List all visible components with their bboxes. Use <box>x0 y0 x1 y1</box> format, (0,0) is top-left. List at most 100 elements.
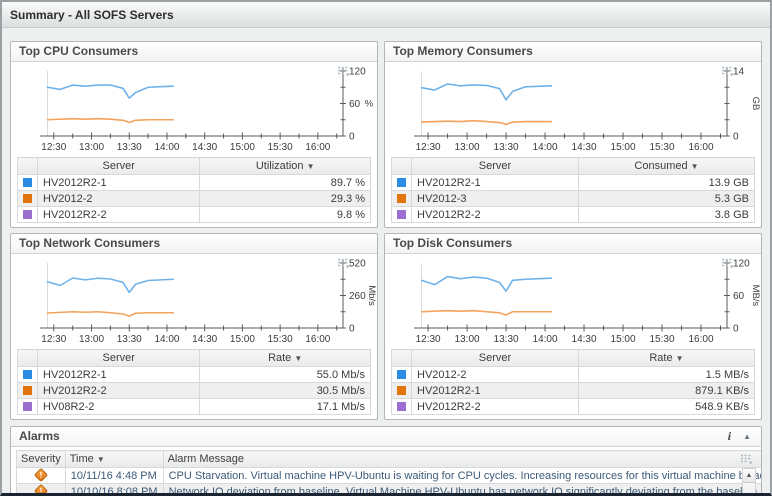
svg-text:13:30: 13:30 <box>117 142 142 153</box>
value-column-header[interactable]: Consumed ▼ <box>577 157 756 175</box>
consumer-chart: 12:30 13:00 13:30 14:00 14:30 15:00 15:30 16:00… <box>11 254 377 347</box>
server-column-header[interactable]: Server <box>411 349 579 367</box>
time-column-header[interactable]: Time ▼ <box>64 450 164 468</box>
svg-text:120: 120 <box>733 259 750 270</box>
color-column-header <box>391 157 412 175</box>
server-name: HV2012-2 <box>411 366 579 383</box>
metric-value: 17.1 Mb/s <box>199 398 371 415</box>
line-chart: 12:30 13:00 13:30 14:00 14:30 15:00 15:30 16:00… <box>414 259 761 345</box>
table-row[interactable]: HV2012R2-1 13.9 GB <box>391 174 756 191</box>
chart-options-icon[interactable] <box>721 64 734 77</box>
svg-text:260: 260 <box>349 291 366 302</box>
sort-desc-icon: ▼ <box>690 162 699 171</box>
alarm-row[interactable]: ! 10/10/16 8:08 PM Network IO deviation fr… <box>16 483 761 493</box>
series-color-swatch <box>17 206 38 223</box>
svg-text:0: 0 <box>733 132 739 143</box>
metric-value: 1.5 MB/s <box>577 366 756 383</box>
table-row[interactable]: HV2012-2 29.3 % <box>17 190 371 207</box>
consumers-table: Server Consumed ▼ HV2012R2-1 13.9 GB HV201… <box>391 157 756 223</box>
alarm-row[interactable]: ! 10/11/16 4:48 PM CPU Starvation. Virtual… <box>16 467 761 484</box>
message-column-header[interactable]: Alarm Message <box>162 450 761 468</box>
dashboard-content: Top CPU Consumers 12:30 13:00 13:30 14:00 14… <box>2 28 770 493</box>
table-row[interactable]: HV2012R2-2 9.8 % <box>17 206 371 223</box>
info-icon[interactable]: i <box>727 429 732 443</box>
sort-desc-icon: ▼ <box>675 354 684 363</box>
consumer-rows: HV2012R2-1 89.7 % HV2012-2 29.3 % HV2012R2-2… <box>17 174 371 223</box>
table-row[interactable]: HV2012-3 5.3 GB <box>391 190 756 207</box>
svg-text:15:30: 15:30 <box>650 142 675 153</box>
consumer-panel: Top Disk Consumers 12:30 13:00 13:30 14:00 1… <box>384 233 762 420</box>
collapse-icon[interactable]: ▲ <box>743 432 751 441</box>
alarm-time: 10/10/16 8:08 PM <box>64 483 164 493</box>
server-name: HV08R2-2 <box>36 398 201 415</box>
chart-options-icon[interactable] <box>337 256 350 269</box>
table-header-row: Server Rate ▼ <box>391 349 756 367</box>
page-header: Summary - All SOFS Servers <box>2 2 770 28</box>
table-row[interactable]: HV2012R2-1 879.1 KB/s <box>391 382 756 399</box>
svg-text:13:30: 13:30 <box>117 334 142 345</box>
svg-text:%: % <box>365 99 374 110</box>
server-name: HV2012R2-2 <box>36 382 201 399</box>
line-chart: 12:30 13:00 13:30 14:00 14:30 15:00 15:30 16:00… <box>414 67 761 153</box>
svg-text:16:00: 16:00 <box>305 334 330 345</box>
chart-options-icon[interactable] <box>337 64 350 77</box>
svg-text:14:30: 14:30 <box>192 142 217 153</box>
svg-text:14:30: 14:30 <box>572 142 597 153</box>
svg-text:15:30: 15:30 <box>268 142 293 153</box>
server-column-header[interactable]: Server <box>36 349 201 367</box>
svg-text:15:30: 15:30 <box>268 334 293 345</box>
alarms-title: Alarms <box>19 429 60 443</box>
svg-text:12:30: 12:30 <box>41 142 66 153</box>
table-options-icon[interactable] <box>740 452 753 465</box>
svg-text:15:00: 15:00 <box>611 142 636 153</box>
scroll-up-button[interactable]: ▲ <box>743 469 755 483</box>
value-column-header[interactable]: Rate ▼ <box>199 349 371 367</box>
value-column-header[interactable]: Utilization ▼ <box>199 157 371 175</box>
svg-text:14:00: 14:00 <box>533 142 558 153</box>
svg-text:13:30: 13:30 <box>494 334 519 345</box>
svg-text:GB: GB <box>750 97 761 111</box>
svg-text:12:30: 12:30 <box>416 334 441 345</box>
table-row[interactable]: HV2012R2-1 55.0 Mb/s <box>17 366 371 383</box>
series-color-swatch <box>391 366 412 383</box>
svg-text:14: 14 <box>733 67 745 78</box>
color-column-header <box>17 157 38 175</box>
consumers-table-area: Server Consumed ▼ HV2012R2-1 13.9 GB HV201… <box>385 155 761 227</box>
consumer-panel: Top Network Consumers 12:30 13:00 13:30 14:… <box>10 233 378 420</box>
table-header-row: Server Rate ▼ <box>17 349 371 367</box>
table-row[interactable]: HV2012R2-1 89.7 % <box>17 174 371 191</box>
alarm-message[interactable]: CPU Starvation. Virtual machine HPV-Ubun… <box>162 467 761 484</box>
warning-severity-icon: ! <box>16 467 66 484</box>
panels-grid: Top CPU Consumers 12:30 13:00 13:30 14:00 14… <box>10 41 762 420</box>
value-column-header[interactable]: Rate ▼ <box>577 349 756 367</box>
chart-options-icon[interactable] <box>721 256 734 269</box>
alarms-title-bar: Alarms i ▲ <box>11 427 761 447</box>
alarms-header-row: Severity Time ▼ Alarm Message <box>16 450 761 468</box>
metric-value: 13.9 GB <box>577 174 756 191</box>
table-row[interactable]: HV2012R2-2 3.8 GB <box>391 206 756 223</box>
alarm-time: 10/11/16 4:48 PM <box>64 467 164 484</box>
consumers-table-area: Server Rate ▼ HV2012R2-1 55.0 Mb/s HV2012R… <box>11 347 377 419</box>
alarms-table-area: Severity Time ▼ Alarm Message ! 10/11/16 … <box>11 447 761 493</box>
alarm-message[interactable]: Network IO deviation from baseline. Virt… <box>162 483 761 493</box>
consumer-rows: HV2012R2-1 55.0 Mb/s HV2012R2-2 30.5 Mb/s HV… <box>17 366 371 415</box>
metric-value: 3.8 GB <box>577 206 756 223</box>
svg-text:15:30: 15:30 <box>650 334 675 345</box>
table-row[interactable]: HV2012R2-2 30.5 Mb/s <box>17 382 371 399</box>
table-row[interactable]: HV2012-2 1.5 MB/s <box>391 366 756 383</box>
table-row[interactable]: HV08R2-2 17.1 Mb/s <box>17 398 371 415</box>
series-color-swatch <box>391 190 412 207</box>
alarms-scrollbar[interactable]: ▲ <box>742 468 756 493</box>
svg-text:14:30: 14:30 <box>192 334 217 345</box>
table-row[interactable]: HV2012R2-2 548.9 KB/s <box>391 398 756 415</box>
server-name: HV2012R2-2 <box>411 398 579 415</box>
color-column-header <box>391 349 412 367</box>
metric-value: 89.7 % <box>199 174 371 191</box>
severity-column-header[interactable]: Severity <box>16 450 66 468</box>
server-column-header[interactable]: Server <box>36 157 201 175</box>
svg-text:0: 0 <box>349 324 355 335</box>
consumers-table-area: Server Rate ▼ HV2012-2 1.5 MB/s HV2012R2-1… <box>385 347 761 419</box>
server-column-header[interactable]: Server <box>411 157 579 175</box>
consumer-panel: Top Memory Consumers 12:30 13:00 13:30 14:0… <box>384 41 762 228</box>
svg-text:Mb/s: Mb/s <box>366 285 377 306</box>
